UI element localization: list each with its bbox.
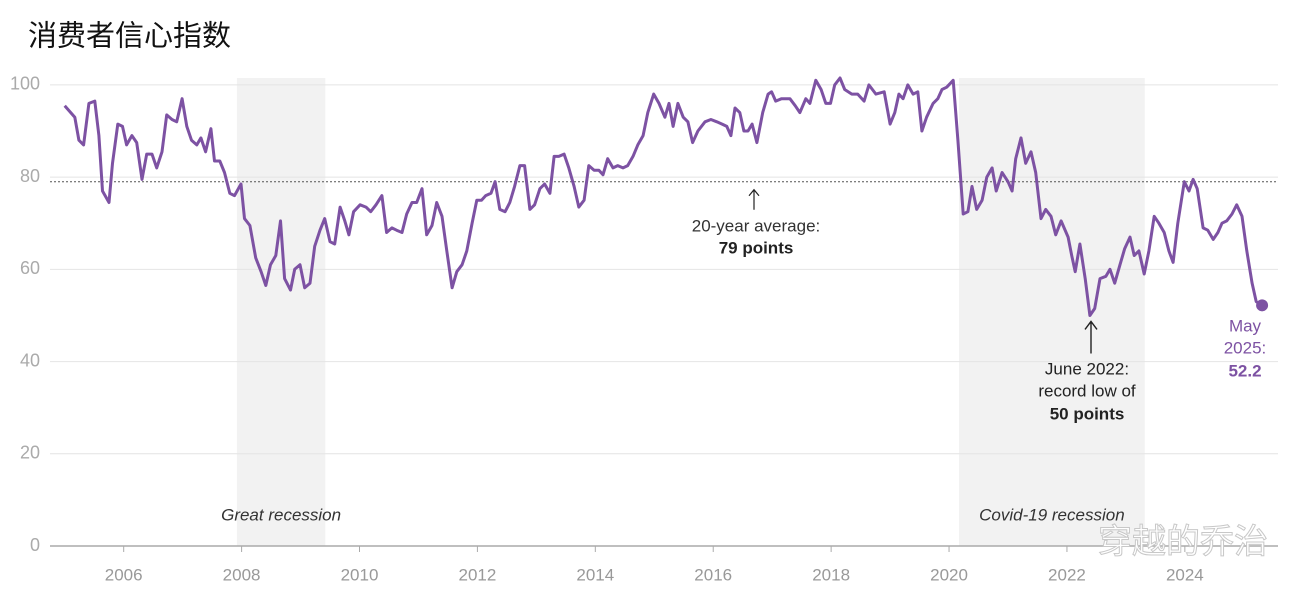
x-tick-label: 2010 <box>341 565 379 584</box>
x-tick-label: 2008 <box>223 565 261 584</box>
recession-label: Great recession <box>221 505 341 524</box>
annotation-text: June 2022: <box>1045 359 1129 378</box>
x-tick-label: 2014 <box>576 565 614 584</box>
y-tick-label: 40 <box>20 350 40 370</box>
recession-label: Covid-19 recession <box>979 505 1125 524</box>
annotation-text: 20-year average: <box>692 216 821 235</box>
annotation-value: 79 points <box>719 238 794 257</box>
x-tick-label: 2006 <box>105 565 143 584</box>
x-tick-label: 2016 <box>694 565 732 584</box>
x-tick-label: 2022 <box>1048 565 1086 584</box>
annotation-text: record low of <box>1038 381 1136 400</box>
data-line <box>63 76 1263 317</box>
y-tick-label: 0 <box>30 535 40 555</box>
recession-band <box>236 78 326 546</box>
arrow <box>1084 320 1098 354</box>
chart-title: 消费者信心指数 <box>28 20 231 53</box>
recession-band <box>959 78 1145 546</box>
y-tick-label: 100 <box>10 74 40 94</box>
x-tick-label: 2024 <box>1166 565 1204 584</box>
x-tick-label: 2012 <box>458 565 496 584</box>
x-tick-label: 2020 <box>930 565 968 584</box>
annotation-text: May <box>1229 316 1262 335</box>
watermark: 穿越的乔治 <box>1098 523 1268 561</box>
arrow <box>748 188 760 210</box>
x-tick-label: 2018 <box>812 565 850 584</box>
y-tick-label: 60 <box>20 258 40 278</box>
annotation-value: 50 points <box>1050 404 1125 423</box>
annotation-value: 52.2 <box>1228 361 1261 380</box>
y-tick-label: 20 <box>20 443 40 463</box>
end-point <box>1256 299 1269 312</box>
y-tick-label: 80 <box>20 166 40 186</box>
annotation-text: 2025: <box>1224 338 1267 357</box>
